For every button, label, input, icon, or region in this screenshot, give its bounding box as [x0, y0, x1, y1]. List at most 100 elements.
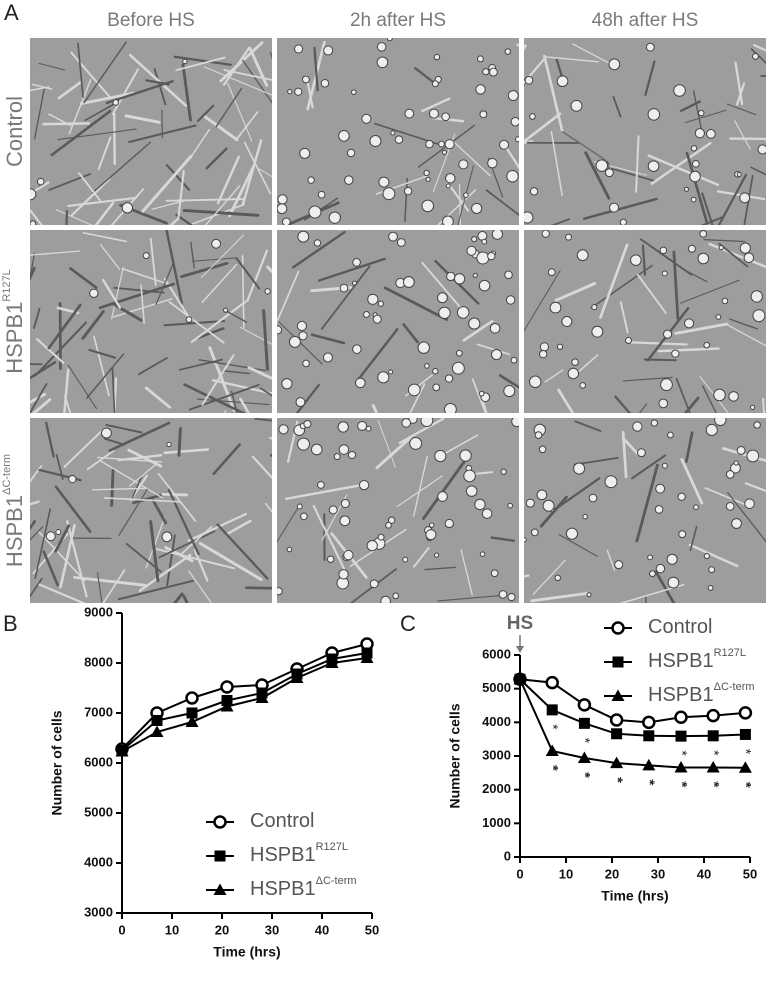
round-cell — [402, 556, 409, 563]
round-cell — [479, 551, 486, 557]
panel-label: B — [3, 611, 18, 636]
texture — [277, 230, 519, 413]
significance-text: ** — [610, 777, 626, 784]
round-cell — [444, 518, 454, 529]
micrograph-bg — [524, 38, 766, 225]
cell — [644, 595, 647, 603]
significance-text: ** — [739, 781, 755, 788]
y-tick-label: 1000 — [482, 815, 511, 830]
marker — [706, 708, 720, 723]
cell — [181, 63, 192, 122]
cell — [45, 421, 55, 458]
row-label-name: HSPB1 — [2, 495, 27, 567]
cell — [165, 230, 184, 305]
round-cell — [458, 159, 469, 170]
cell — [310, 333, 346, 345]
cell — [128, 53, 188, 107]
texture — [524, 230, 766, 413]
round-cell — [604, 168, 614, 178]
round-cell — [352, 344, 362, 354]
round-cell — [699, 230, 708, 238]
cell — [105, 80, 174, 105]
cell — [113, 286, 165, 294]
cell — [141, 154, 193, 213]
cell — [179, 525, 213, 556]
round-cell — [310, 443, 323, 456]
round-cell — [388, 369, 394, 375]
y-tick-label: 4000 — [482, 714, 511, 729]
round-cell — [661, 462, 668, 469]
cell — [760, 74, 766, 78]
cell — [125, 542, 162, 573]
round-cell — [714, 418, 727, 427]
cell — [189, 128, 211, 159]
round-cell — [694, 128, 705, 139]
round-cell — [678, 530, 687, 539]
round-cell — [89, 288, 99, 298]
legend-marker — [611, 621, 625, 635]
round-cell — [445, 183, 451, 189]
y-tick-label: 5000 — [84, 804, 113, 819]
round-cell — [431, 80, 439, 88]
round-cell — [705, 423, 718, 437]
cell — [70, 51, 111, 99]
round-cell — [576, 249, 589, 262]
round-cell — [693, 504, 699, 511]
x-tick-label: 40 — [697, 866, 711, 881]
cell — [251, 455, 272, 480]
round-cell — [475, 84, 486, 95]
cell — [689, 525, 698, 552]
round-cell — [424, 363, 430, 369]
marker — [738, 761, 752, 773]
cell — [476, 343, 511, 356]
cell — [685, 431, 694, 463]
round-cell — [706, 129, 716, 139]
cell — [69, 267, 98, 290]
row-label: HSPB1ΔC-term — [1, 454, 27, 567]
round-cell — [437, 292, 448, 304]
cell — [177, 169, 185, 219]
cell — [291, 230, 346, 269]
round-cell — [752, 309, 766, 323]
round-cell — [185, 316, 193, 323]
round-cell — [322, 352, 333, 363]
round-cell — [297, 437, 311, 451]
round-cell — [666, 553, 678, 565]
x-tick-label: 50 — [365, 922, 379, 937]
cell — [743, 174, 754, 225]
cell — [635, 463, 659, 543]
legend-marker — [611, 689, 625, 701]
cell — [762, 397, 765, 413]
cell — [99, 243, 121, 270]
round-cell — [392, 592, 400, 600]
cell — [30, 209, 43, 225]
round-cell — [648, 570, 656, 578]
cell — [621, 436, 640, 456]
round-cell — [541, 230, 550, 238]
annotation: HS — [507, 613, 533, 634]
round-cell — [579, 382, 587, 389]
cell — [167, 488, 200, 556]
cell — [744, 482, 766, 493]
round-cell — [352, 258, 361, 267]
round-cell — [556, 75, 569, 88]
cell — [63, 368, 70, 413]
round-cell — [339, 283, 349, 293]
round-cell — [539, 342, 550, 352]
round-cell — [429, 522, 435, 528]
round-cell — [753, 421, 761, 429]
round-cell — [498, 590, 508, 599]
cell — [657, 347, 720, 353]
cell — [683, 396, 700, 413]
round-cell — [659, 246, 668, 255]
cell — [86, 353, 125, 399]
round-cell — [478, 279, 491, 292]
cell — [70, 177, 111, 217]
cell — [235, 257, 261, 290]
cell — [502, 143, 519, 170]
round-cell — [363, 310, 370, 318]
row-label-sup: ΔC-term — [1, 454, 13, 495]
round-cell — [441, 149, 447, 155]
cell — [635, 135, 640, 193]
cell — [551, 477, 601, 513]
